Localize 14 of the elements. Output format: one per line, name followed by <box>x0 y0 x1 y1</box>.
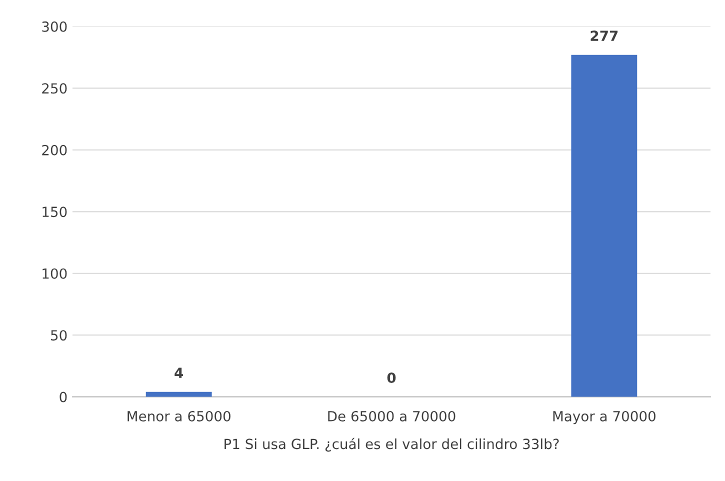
x-tick-label: Mayor a 70000 <box>553 410 656 424</box>
y-tick-label: 250 <box>42 83 67 94</box>
y-tick-label: 0 <box>60 392 67 402</box>
data-label: 4 <box>174 368 184 378</box>
y-tick-label: 100 <box>42 268 67 279</box>
x-axis-title: P1 Si usa GLP. ¿cuál es el valor del cilindro 33lb? <box>224 438 559 452</box>
data-label: 0 <box>387 372 396 384</box>
data-label: 277 <box>590 30 618 41</box>
x-tick-label: Menor a 65000 <box>128 410 230 422</box>
y-tick-label: 50 <box>51 330 67 341</box>
y-tick-label: 200 <box>42 144 67 156</box>
y-tick-label: 300 <box>42 21 67 32</box>
y-tick-label: 150 <box>42 206 67 218</box>
x-tick-label: De 65000 a 70000 <box>328 410 456 422</box>
